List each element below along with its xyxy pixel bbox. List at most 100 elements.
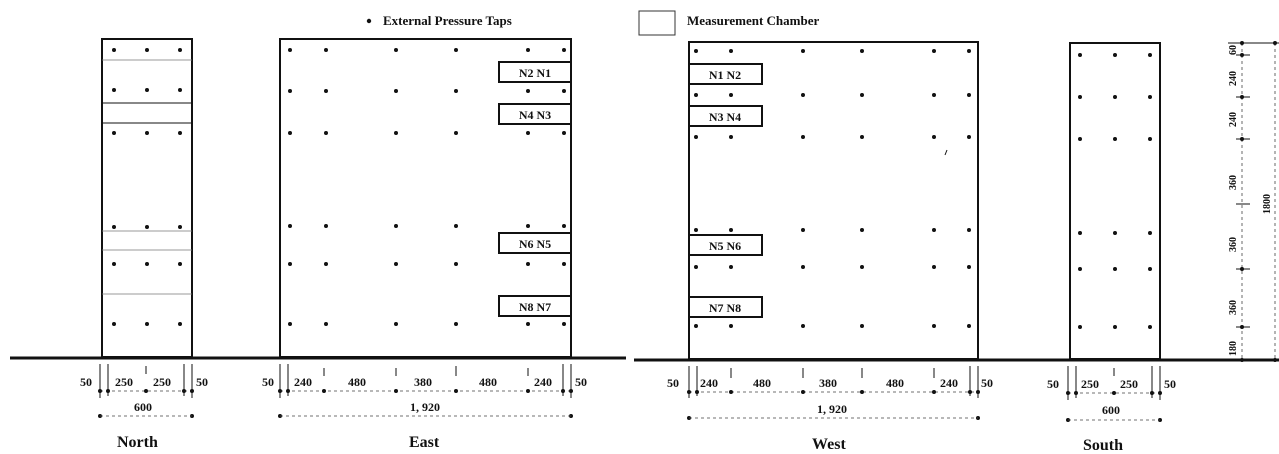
east-total: 1, 920	[410, 400, 440, 414]
west-dim-value: 240	[940, 376, 958, 390]
vertical-dim-value: 60	[1228, 45, 1239, 55]
pressure-tap-dot	[1148, 95, 1152, 99]
pressure-tap-dot	[860, 390, 864, 394]
pressure-tap-dot	[454, 224, 458, 228]
west-label: West	[812, 436, 846, 453]
pressure-tap-dot	[729, 135, 733, 139]
north-band-box	[101, 102, 193, 124]
pressure-tap-dot	[1112, 391, 1116, 395]
pressure-tap-dot	[454, 389, 458, 393]
legend-taps-text: External Pressure Taps	[383, 13, 512, 28]
chamber-label: N2 N1	[519, 66, 551, 80]
chamber-label: N3 N4	[709, 110, 741, 124]
chamber-label: N5 N6	[709, 239, 741, 253]
pressure-tap-dot	[98, 389, 102, 393]
west-facade: N1 N2 N3 N4 N5 N6 N7 N8 50 240 480 380	[667, 41, 993, 453]
east-dim-value: 480	[348, 375, 366, 389]
west-chamber: N7 N8	[688, 296, 763, 318]
south-outline	[1069, 42, 1161, 360]
pressure-tap-dot	[932, 93, 936, 97]
vertical-total: 1800	[1262, 194, 1273, 214]
pressure-tap-dot	[1113, 137, 1117, 141]
pressure-tap-dot	[967, 324, 971, 328]
pressure-tap-dot	[106, 389, 110, 393]
south-dim-value: 50	[1047, 377, 1059, 391]
east-chamber: N2 N1	[498, 61, 572, 83]
north-dim-value: 250	[153, 375, 171, 389]
pressure-tap-dot	[394, 322, 398, 326]
pressure-tap-dot	[288, 131, 292, 135]
pressure-tap-dot	[288, 48, 292, 52]
east-dim-value: 240	[534, 375, 552, 389]
pressure-tap-dot	[394, 262, 398, 266]
chamber-box	[688, 63, 763, 85]
pressure-tap-dot	[112, 88, 116, 92]
pressure-tap-dot	[694, 265, 698, 269]
pressure-tap-dot	[288, 224, 292, 228]
pressure-tap-dot	[112, 48, 116, 52]
pressure-tap-dot	[801, 49, 805, 53]
pressure-tap-dot	[1078, 137, 1082, 141]
pressure-tap-dot	[932, 135, 936, 139]
chamber-box	[498, 295, 572, 317]
west-chamber: N1 N2	[688, 63, 763, 85]
pressure-tap-dot	[968, 390, 972, 394]
pressure-tap-dot	[1113, 231, 1117, 235]
north-dim-value: 50	[80, 375, 92, 389]
north-facade: 50 250 250 50 600 North	[80, 38, 208, 451]
east-dim-value: 50	[575, 375, 587, 389]
west-chamber: N3 N4	[688, 105, 763, 127]
pressure-tap-dot	[526, 131, 530, 135]
pressure-tap-dot	[1158, 391, 1162, 395]
north-outline	[101, 38, 193, 358]
west-dim-value: 480	[753, 376, 771, 390]
chamber-box	[688, 234, 763, 256]
pressure-tap-dot	[324, 48, 328, 52]
pressure-tap-dot	[1113, 325, 1117, 329]
pressure-tap-dot	[860, 324, 864, 328]
north-taps	[112, 48, 182, 326]
pressure-tap-dot	[324, 131, 328, 135]
pressure-tap-dot	[1273, 41, 1277, 45]
pressure-tap-dot	[1240, 267, 1244, 271]
chamber-box	[688, 296, 763, 318]
vertical-dim-value: 240	[1228, 112, 1239, 127]
pressure-tap-dot	[145, 88, 149, 92]
pressure-tap-dot	[967, 49, 971, 53]
pressure-tap-dot	[1078, 53, 1082, 57]
east-label: East	[409, 434, 440, 451]
pressure-tap-dot	[112, 262, 116, 266]
pressure-tap-dot	[145, 131, 149, 135]
pressure-tap-dot	[178, 88, 182, 92]
pressure-tap-dot	[1240, 137, 1244, 141]
pressure-tap-dot	[860, 49, 864, 53]
pressure-tap-dot	[694, 49, 698, 53]
pressure-tap-dot	[562, 48, 566, 52]
west-dim-value: 240	[700, 376, 718, 390]
pressure-tap-dot	[695, 390, 699, 394]
pressure-tap-dot	[1066, 391, 1070, 395]
pressure-tap-dot	[976, 390, 980, 394]
chamber-box	[688, 105, 763, 127]
pressure-tap-dot	[561, 389, 565, 393]
pressure-tap-dot	[526, 48, 530, 52]
pressure-tap-dot	[394, 389, 398, 393]
pressure-tap-dot	[1240, 358, 1244, 362]
pressure-tap-dot	[324, 89, 328, 93]
pressure-tap-dot	[145, 322, 149, 326]
east-chamber: N8 N7	[498, 295, 572, 317]
east-outline	[279, 38, 572, 358]
east-chamber: N6 N5	[498, 232, 572, 254]
pressure-tap-dot	[801, 93, 805, 97]
pressure-tap-dot	[322, 389, 326, 393]
pressure-tap-dot	[178, 322, 182, 326]
east-dim-value: 480	[479, 375, 497, 389]
pressure-tap-dot	[562, 224, 566, 228]
pressure-tap-dot	[967, 93, 971, 97]
pressure-tap-dot	[729, 93, 733, 97]
vertical-dim-value: 360	[1228, 175, 1239, 190]
west-outline	[688, 41, 979, 360]
south-taps	[1078, 53, 1152, 329]
vertical-dim-value: 360	[1228, 237, 1239, 252]
pressure-tap-dot	[454, 131, 458, 135]
